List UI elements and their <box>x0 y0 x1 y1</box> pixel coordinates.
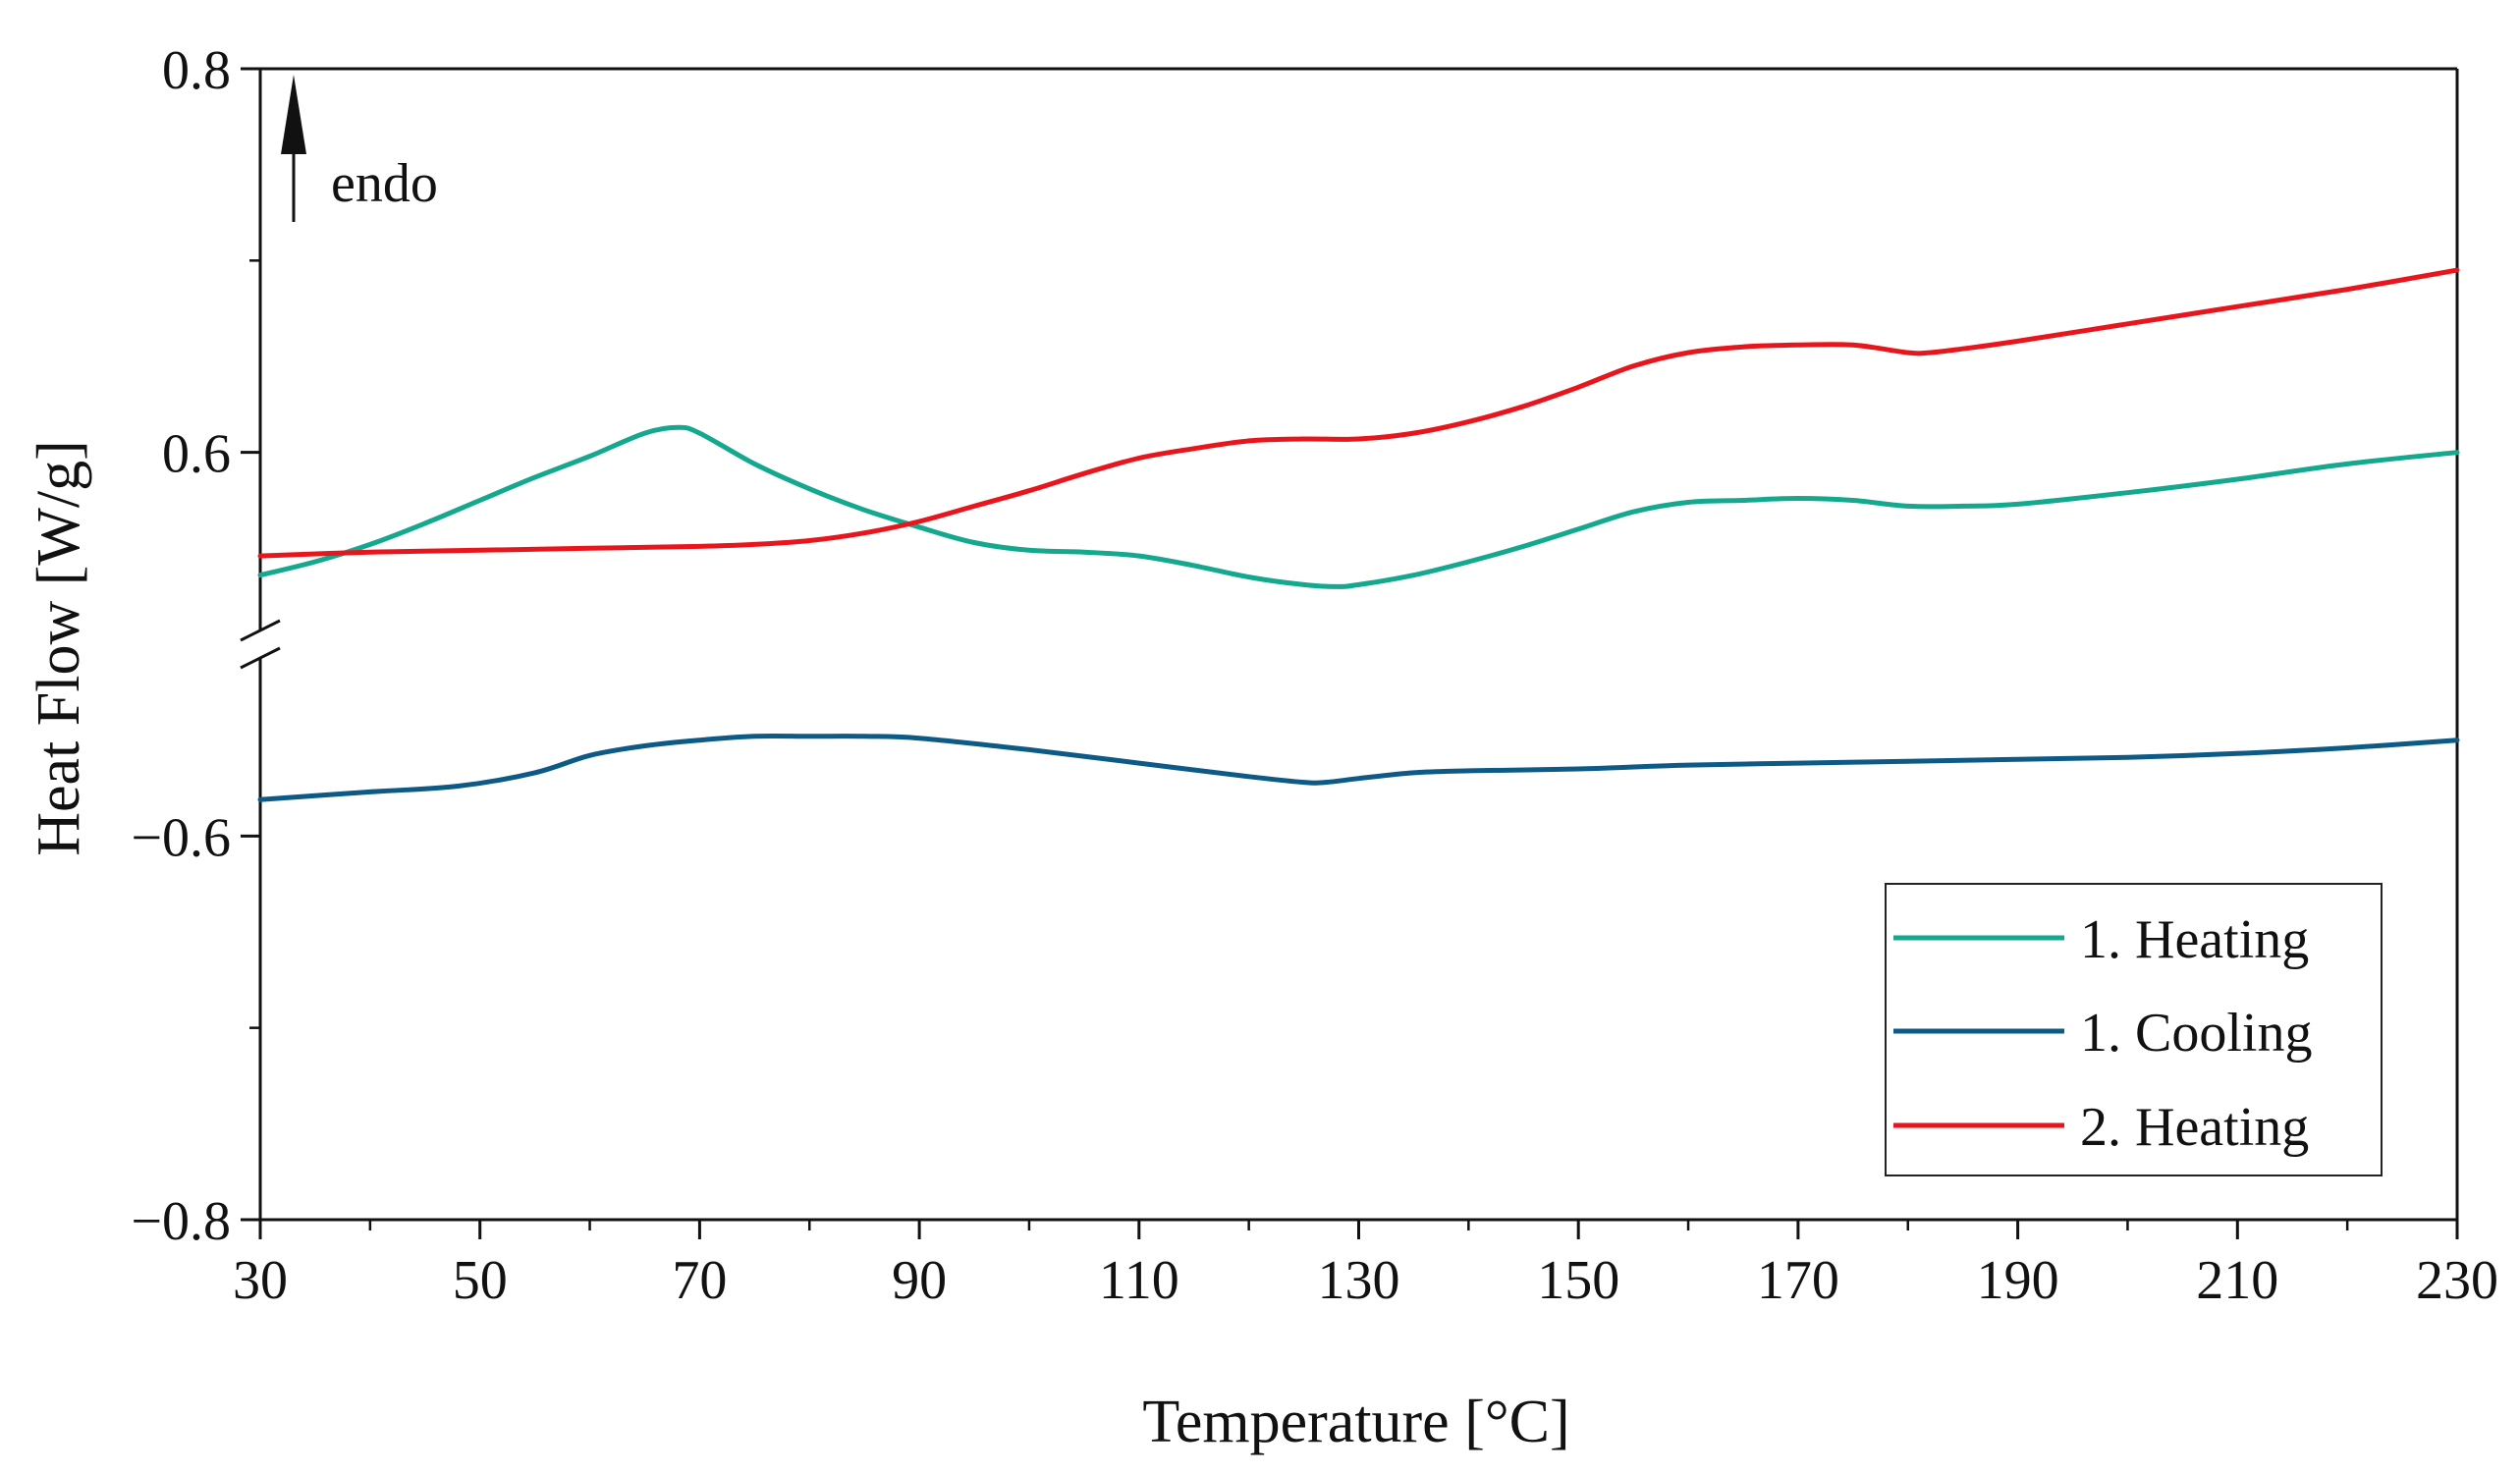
legend-label-cooling1: 1. Cooling <box>2080 1003 2312 1064</box>
y-axis-label: Heat Flow [W/g] <box>26 440 92 856</box>
x-tick-label: 190 <box>1977 1250 2059 1311</box>
y-tick-label: −0.8 <box>131 1191 231 1252</box>
endo-arrow-icon <box>281 75 306 154</box>
x-tick-label: 30 <box>233 1250 288 1311</box>
x-tick-label: 170 <box>1757 1250 1839 1311</box>
y-tick-label: −0.6 <box>131 807 231 868</box>
x-tick-label: 110 <box>1099 1250 1179 1311</box>
series-line-2-heating <box>257 267 2460 559</box>
axis-break-mark <box>240 619 281 642</box>
series-line-1-heating <box>257 424 2460 589</box>
x-tick-label: 150 <box>1537 1250 1619 1311</box>
x-tick-label: 210 <box>2196 1250 2278 1311</box>
y-tick-label: 0.6 <box>162 424 231 485</box>
endo-label: endo <box>331 153 438 214</box>
x-tick-label: 90 <box>892 1250 947 1311</box>
axis-break-mark <box>240 646 281 670</box>
legend: 1. Heating 1. Cooling 2. Heating <box>1885 883 2383 1176</box>
axes-layer: 30 50 70 90 110 130 150 170 190 210 230 0.6 0.8 −0.8 −… <box>131 40 2498 1311</box>
x-tick-label: 130 <box>1318 1250 1400 1311</box>
y-tick-label: 0.8 <box>162 40 231 101</box>
legend-label-heating2: 2. Heating <box>2080 1097 2309 1158</box>
x-tick-label: 230 <box>2416 1250 2498 1311</box>
x-tick-label: 50 <box>453 1250 508 1311</box>
x-tick-label: 70 <box>672 1250 727 1311</box>
annotation-layer: endo <box>281 75 438 222</box>
series-layer <box>257 267 2460 802</box>
x-axis-label: Temperature [°C] <box>1142 1389 1569 1455</box>
legend-label-heating1: 1. Heating <box>2080 909 2309 970</box>
series-line-1-cooling <box>257 733 2460 802</box>
